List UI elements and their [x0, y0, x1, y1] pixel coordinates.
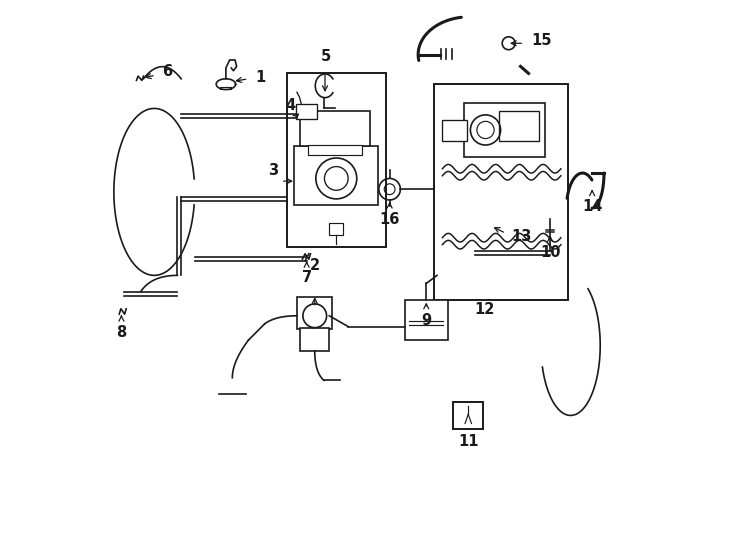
Text: 14: 14 — [582, 199, 603, 214]
Text: 2: 2 — [310, 258, 320, 273]
Bar — [453, 402, 483, 429]
Bar — [287, 73, 386, 247]
Text: 16: 16 — [379, 212, 400, 227]
Text: 3: 3 — [268, 164, 277, 178]
Text: 13: 13 — [512, 229, 531, 244]
Bar — [296, 104, 317, 119]
Bar — [294, 146, 378, 205]
Bar — [330, 223, 343, 235]
Bar — [499, 111, 539, 141]
Bar — [308, 145, 362, 156]
Text: 7: 7 — [302, 270, 312, 285]
Bar — [297, 297, 332, 329]
Text: 1: 1 — [255, 70, 266, 85]
Text: 15: 15 — [531, 33, 552, 48]
Bar — [443, 120, 467, 141]
Bar — [299, 328, 330, 351]
Text: 10: 10 — [540, 245, 560, 260]
Text: 4: 4 — [286, 98, 296, 113]
Text: 9: 9 — [421, 313, 432, 328]
Text: 12: 12 — [474, 302, 495, 318]
Bar — [299, 111, 370, 146]
Text: 8: 8 — [116, 325, 126, 340]
Text: 6: 6 — [162, 64, 172, 79]
Bar — [434, 84, 568, 300]
Text: 11: 11 — [458, 434, 479, 449]
Bar — [464, 103, 545, 157]
Bar — [404, 300, 448, 340]
Text: 5: 5 — [321, 49, 331, 64]
